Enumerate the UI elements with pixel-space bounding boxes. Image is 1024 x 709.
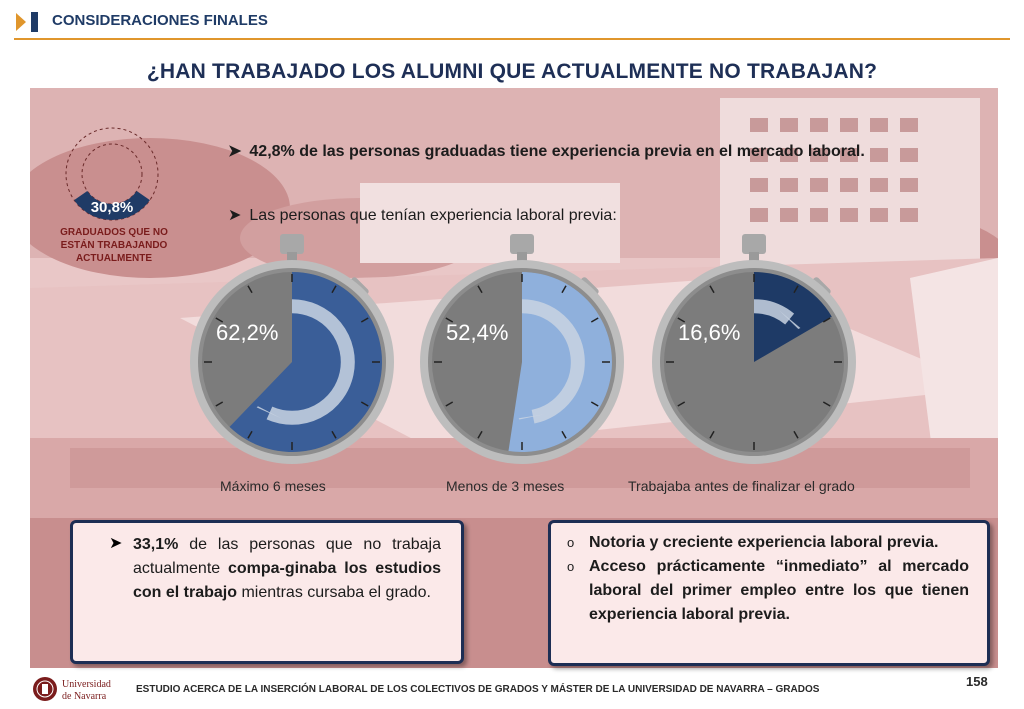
stopwatch-label: Menos de 3 meses xyxy=(446,478,565,494)
bullet-text: 42,8% de las personas graduadas tiene ex… xyxy=(249,143,865,160)
stopwatch-crown xyxy=(280,234,304,254)
stopwatch-tick xyxy=(360,317,369,323)
kpi-ring-chart: 30,8% xyxy=(65,127,159,221)
page-number: 158 xyxy=(966,674,988,689)
circle-bullet-icon: o xyxy=(567,559,575,574)
callout-text: 33,1% de las personas que no trabaja act… xyxy=(133,533,441,605)
stopwatch-tick xyxy=(822,317,831,323)
list-item-text: Acceso prácticamente “inmediato” al merc… xyxy=(589,558,969,623)
bullet-arrow-icon: ➤ xyxy=(228,207,242,224)
stopwatch-arrow xyxy=(266,299,355,425)
bullet-previous-experience: ➤ Las personas que tenían experiencia lab… xyxy=(228,204,888,227)
circle-bullet-icon: o xyxy=(567,535,575,550)
stopwatch-crown xyxy=(742,234,766,254)
list-item: o Acceso prácticamente “inmediato” al mer… xyxy=(565,555,969,627)
callout-bold-text: compa-ginaba los estudios con el trabajo xyxy=(133,560,441,601)
bullet-experience: ➤ 42,8% de las personas graduadas tiene e… xyxy=(228,140,888,163)
stopwatch-value: 52,4% xyxy=(446,320,508,345)
footer-text: ESTUDIO ACERCA DE LA INSERCIÓN LABORAL D… xyxy=(136,684,820,695)
stopwatch-tick xyxy=(247,430,253,439)
stopwatch-tick xyxy=(561,430,567,439)
kpi-label: GRADUADOS QUE NO ESTÁN TRABAJANDO ACTUAL… xyxy=(60,227,168,264)
stopwatch-value: 62,2% xyxy=(216,320,278,345)
stopwatch-tick xyxy=(215,401,224,407)
stopwatch-label: Trabajaba antes de finalizar el grado xyxy=(628,478,855,494)
stopwatch-tick xyxy=(247,285,253,294)
bullet-arrow-icon: ➤ xyxy=(109,535,123,552)
stopwatch-tick xyxy=(590,401,599,407)
page-title: ¿HAN TRABAJADO LOS ALUMNI QUE ACTUALMENT… xyxy=(146,60,878,83)
stopwatch-stem xyxy=(749,252,759,266)
stopwatch-arrow xyxy=(521,299,585,424)
stopwatch-stem xyxy=(287,252,297,266)
stopwatch-fill-wedge xyxy=(229,272,382,452)
logo-line-1: Universidad xyxy=(62,679,111,690)
bullet-text: Las personas que tenían experiencia labo… xyxy=(249,207,617,224)
stopwatch-tick xyxy=(331,430,337,439)
stopwatch-fill-wedge xyxy=(508,272,612,452)
bullet-arrow-icon: ➤ xyxy=(228,143,242,160)
stopwatch-tick xyxy=(590,317,599,323)
logo-line-2: de Navarra xyxy=(62,691,107,702)
stopwatch-tick xyxy=(709,430,715,439)
conclusion-list: o Notoria y creciente experiencia laboral… xyxy=(565,531,969,627)
stopwatch-value: 16,6% xyxy=(678,320,740,345)
stopwatch-infographic: 62,2% 52,4% 16,6% xyxy=(190,234,856,464)
stopwatch-tick xyxy=(360,401,369,407)
stopwatch-tick xyxy=(677,317,686,323)
header-divider xyxy=(14,38,1010,40)
kpi-value: 30,8% xyxy=(91,199,134,216)
stopwatch-tick xyxy=(331,285,337,294)
stopwatch-crown xyxy=(510,234,534,254)
stopwatch-tick xyxy=(793,285,799,294)
stopwatch-stem xyxy=(517,252,527,266)
stopwatch-arrowhead xyxy=(256,406,283,419)
university-logo: Universidad de Navarra xyxy=(33,677,111,702)
callout-text-part: mientras cursaba el grado. xyxy=(237,584,431,601)
stopwatch-tick xyxy=(793,430,799,439)
section-chevron-icon xyxy=(16,12,38,32)
stopwatch-tick xyxy=(561,285,567,294)
stopwatch-fill-wedge xyxy=(754,272,832,362)
list-item-text: Notoria y creciente experiencia laboral … xyxy=(589,534,939,551)
stopwatch-tick xyxy=(677,401,686,407)
stopwatch-tick xyxy=(445,317,454,323)
callout-highlight: 33,1% xyxy=(133,536,179,553)
stopwatch-tick xyxy=(822,401,831,407)
stopwatch-label: Máximo 6 meses xyxy=(220,478,326,494)
stopwatch-arrowhead xyxy=(778,310,801,329)
list-item: o Notoria y creciente experiencia laboral… xyxy=(565,531,969,555)
callout-combined-study-work: ➤ 33,1% de las personas que no trabaja a… xyxy=(70,520,464,664)
stopwatch-tick xyxy=(215,317,224,323)
stopwatch-tick xyxy=(445,401,454,407)
section-title: CONSIDERACIONES FINALES xyxy=(52,12,268,29)
callout-conclusions: o Notoria y creciente experiencia laboral… xyxy=(548,520,990,666)
stopwatch-tick xyxy=(477,285,483,294)
stopwatch-arrowhead xyxy=(518,413,547,420)
callout-text-part: de las personas que no trabaja actualmen… xyxy=(133,536,441,577)
stopwatch-tick xyxy=(709,285,715,294)
stopwatch-tick xyxy=(477,430,483,439)
